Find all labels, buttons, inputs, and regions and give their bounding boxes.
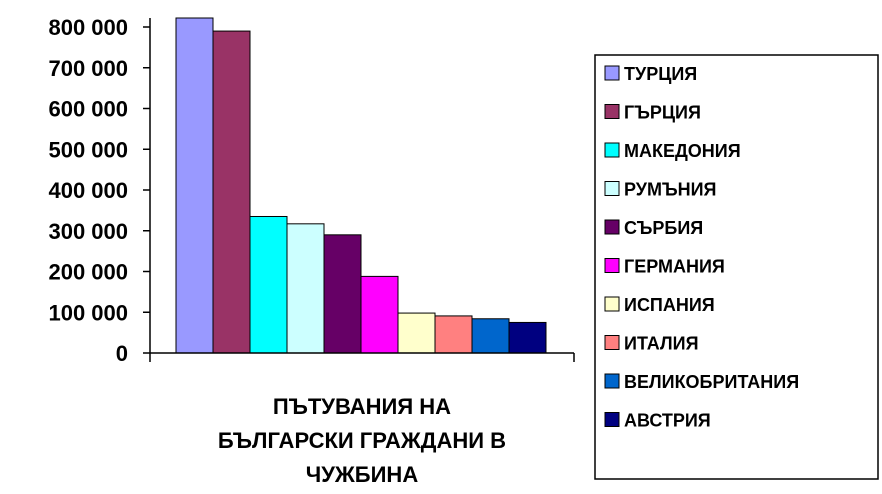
legend-swatch	[604, 258, 620, 273]
legend-label: ВЕЛИКОБРИТАНИЯ	[624, 372, 799, 392]
legend: ТУРЦИЯ ГЪРЦИЯ МАКЕДОНИЯ РУМЪНИЯ СЪРБИЯ ГЕРМАН…	[594, 54, 879, 480]
legend-label: РУМЪНИЯ	[624, 180, 717, 200]
legend-swatch	[604, 412, 620, 427]
bar-7	[397, 312, 436, 354]
legend-swatch	[604, 335, 620, 350]
y-tick-label: 300 000	[48, 219, 128, 244]
y-tick-label: 500 000	[48, 137, 128, 162]
y-tick-label: 700 000	[48, 56, 128, 81]
x-axis-label: ПЪТУВАНИЯ НА БЪЛГАРСКИ ГРАЖДАНИ В ЧУЖБИНА	[218, 394, 506, 487]
legend-label: ТУРЦИЯ	[624, 64, 697, 84]
bar-10	[508, 321, 547, 354]
legend-label: МАКЕДОНИЯ	[624, 141, 741, 161]
legend-label: СЪРБИЯ	[624, 218, 703, 238]
legend-swatch	[604, 219, 620, 235]
legend-swatch	[604, 296, 620, 312]
legend-swatch	[604, 65, 620, 81]
bar-2	[212, 30, 251, 354]
x-axis-label-line: БЪЛГАРСКИ ГРАЖДАНИ В	[218, 428, 506, 453]
bars-group	[175, 17, 547, 354]
axes-group	[149, 18, 575, 362]
bar-1	[175, 17, 214, 354]
legend-label: ИСПАНИЯ	[624, 295, 715, 315]
legend-swatch	[604, 373, 620, 389]
y-tick-label: 200 000	[48, 260, 128, 285]
bar-5	[323, 234, 362, 354]
y-tick-labels: 0 100 000 200 000 300 000 400 000 500 000 600 …	[48, 15, 150, 366]
legend-label: ИТАЛИЯ	[624, 334, 699, 354]
x-axis-label-line: ЧУЖБИНА	[306, 462, 419, 487]
legend-swatch	[604, 104, 620, 119]
legend-label: АВСТРИЯ	[624, 411, 711, 431]
bar-9	[471, 318, 510, 354]
y-tick-label: 600 000	[48, 97, 128, 122]
bar-8	[434, 315, 473, 354]
bar-6	[360, 275, 399, 354]
bar-3	[249, 215, 288, 354]
y-tick-label: 100 000	[48, 300, 128, 325]
bar-4	[286, 223, 325, 354]
legend-swatch	[604, 142, 620, 158]
y-tick-label: 800 000	[48, 15, 128, 40]
legend-label: ГЕРМАНИЯ	[624, 257, 725, 277]
legend-box	[594, 54, 879, 480]
legend-swatch	[604, 181, 620, 196]
y-tick-label: 0	[116, 341, 128, 366]
legend-label: ГЪРЦИЯ	[624, 103, 701, 123]
y-tick-label: 400 000	[48, 178, 128, 203]
x-axis-label-line: ПЪТУВАНИЯ НА	[273, 394, 451, 419]
